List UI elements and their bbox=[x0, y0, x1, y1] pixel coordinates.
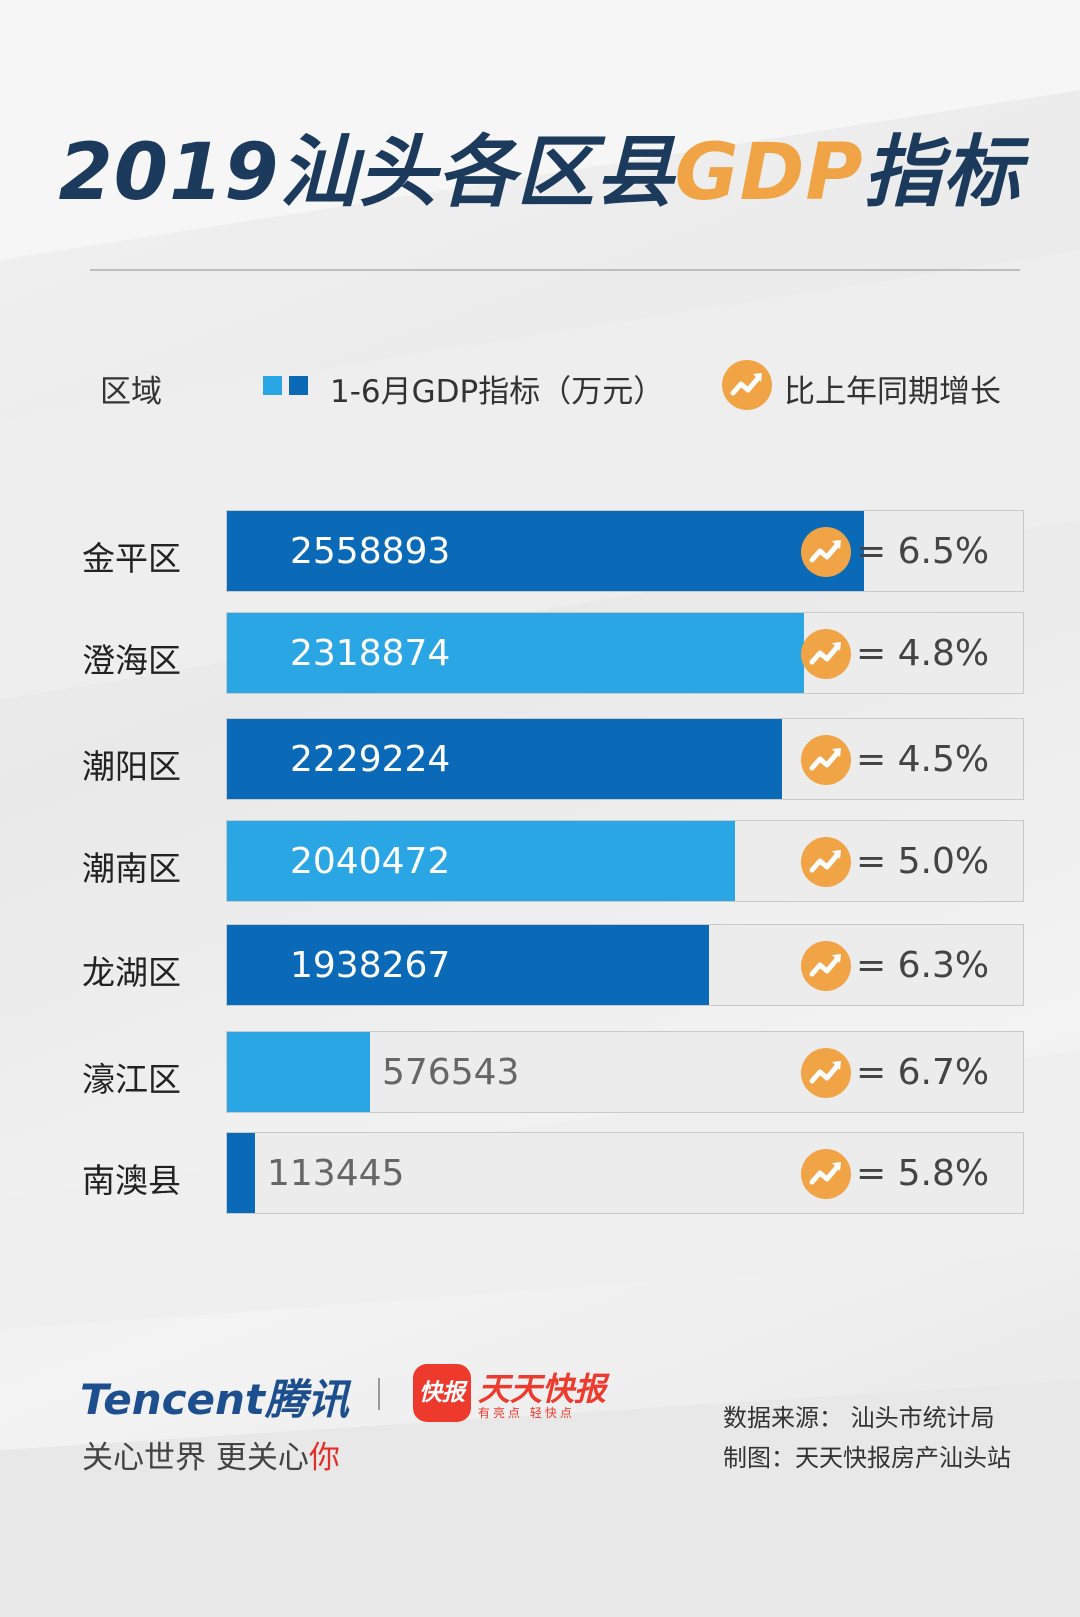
title-accent: GDP bbox=[674, 128, 864, 218]
region-label: 澄海区 bbox=[82, 641, 181, 680]
gdp-bar bbox=[227, 511, 864, 591]
region-label: 潮南区 bbox=[82, 849, 181, 888]
gdp-value-label: 2040472 bbox=[290, 841, 451, 882]
bar-track: 1938267 = 6.3% bbox=[226, 924, 1024, 1006]
title-divider bbox=[90, 269, 1020, 271]
trend-up-icon bbox=[801, 527, 851, 577]
kuaibao-logo-name: 天天快报 bbox=[478, 1370, 607, 1408]
chart-row: 澄海区 2318874 = 4.8% bbox=[0, 612, 1080, 696]
region-label: 濠江区 bbox=[82, 1060, 181, 1099]
trend-up-icon bbox=[801, 735, 851, 785]
legend-swatch-dark bbox=[289, 376, 308, 395]
gdp-bar bbox=[227, 1133, 255, 1213]
bar-track: 2318874 = 4.8% bbox=[226, 612, 1024, 694]
legend-region-label: 区域 bbox=[100, 374, 162, 410]
bar-track: 113445 = 5.8% bbox=[226, 1132, 1024, 1214]
region-label: 潮阳区 bbox=[82, 747, 181, 786]
region-label: 龙湖区 bbox=[82, 953, 181, 992]
gdp-value-label: 2558893 bbox=[290, 531, 451, 572]
gdp-bar-chart: 金平区 2558893 = 6.5% 澄海区 2318874 = 4.8% 潮阳区 22292… bbox=[0, 510, 1080, 1230]
trend-up-icon bbox=[801, 629, 851, 679]
chart-credit: 制图：天天快报房产汕头站 bbox=[723, 1444, 1011, 1472]
gdp-bar bbox=[227, 613, 804, 693]
bar-track: 576543 = 6.7% bbox=[226, 1031, 1024, 1113]
chart-row: 南澳县 113445 = 5.8% bbox=[0, 1132, 1080, 1216]
growth-value-label: = 6.7% bbox=[856, 1052, 990, 1093]
bar-track: 2558893 = 6.5% bbox=[226, 510, 1024, 592]
chart-row: 潮阳区 2229224 = 4.5% bbox=[0, 718, 1080, 802]
growth-value-label: = 6.3% bbox=[856, 945, 990, 986]
gdp-bar bbox=[227, 925, 709, 1005]
chart-row: 濠江区 576543 = 6.7% bbox=[0, 1031, 1080, 1115]
growth-value-label: = 4.5% bbox=[856, 739, 990, 780]
region-label: 南澳县 bbox=[82, 1161, 181, 1200]
gdp-value-label: 113445 bbox=[267, 1153, 405, 1194]
gdp-value-label: 1938267 bbox=[290, 945, 451, 986]
gdp-bar bbox=[227, 1032, 370, 1112]
trend-up-icon bbox=[801, 1048, 851, 1098]
trend-up-icon bbox=[801, 837, 851, 887]
growth-value-label: = 5.0% bbox=[856, 841, 990, 882]
legend-swatch-light bbox=[263, 376, 282, 395]
chart-row: 龙湖区 1938267 = 6.3% bbox=[0, 924, 1080, 1008]
kuaibao-logo-badge: 快报 bbox=[413, 1364, 471, 1422]
chart-row: 潮南区 2040472 = 5.0% bbox=[0, 820, 1080, 904]
growth-value-label: = 5.8% bbox=[856, 1153, 990, 1194]
gdp-bar bbox=[227, 719, 782, 799]
chart-row: 金平区 2558893 = 6.5% bbox=[0, 510, 1080, 594]
trend-up-icon bbox=[722, 360, 772, 410]
data-source: 数据来源： 汕头市统计局 bbox=[723, 1404, 995, 1432]
bar-track: 2229224 = 4.5% bbox=[226, 718, 1024, 800]
legend-growth-label: 比上年同期增长 bbox=[784, 374, 1001, 410]
tencent-slogan: 关心世界 更关心你 bbox=[82, 1440, 340, 1476]
bar-track: 2040472 = 5.0% bbox=[226, 820, 1024, 902]
growth-value-label: = 6.5% bbox=[856, 531, 990, 572]
page-title: 2019汕头各区县GDP指标 bbox=[58, 128, 1022, 218]
gdp-value-label: 2229224 bbox=[290, 739, 451, 780]
growth-value-label: = 4.8% bbox=[856, 633, 990, 674]
logo-divider bbox=[378, 1378, 380, 1410]
legend-gdp-label: 1-6月GDP指标（万元） bbox=[330, 374, 665, 410]
trend-up-icon bbox=[801, 941, 851, 991]
trend-up-icon bbox=[801, 1149, 851, 1199]
gdp-value-label: 576543 bbox=[382, 1052, 520, 1093]
tencent-logo: Tencent腾讯 bbox=[80, 1375, 349, 1424]
region-label: 金平区 bbox=[82, 539, 181, 578]
gdp-bar bbox=[227, 821, 735, 901]
kuaibao-slogan: 有亮点 轻快点 bbox=[478, 1406, 575, 1420]
legend: 区域 1-6月GDP指标（万元） 比上年同期增长 bbox=[0, 360, 1080, 410]
gdp-value-label: 2318874 bbox=[290, 633, 451, 674]
